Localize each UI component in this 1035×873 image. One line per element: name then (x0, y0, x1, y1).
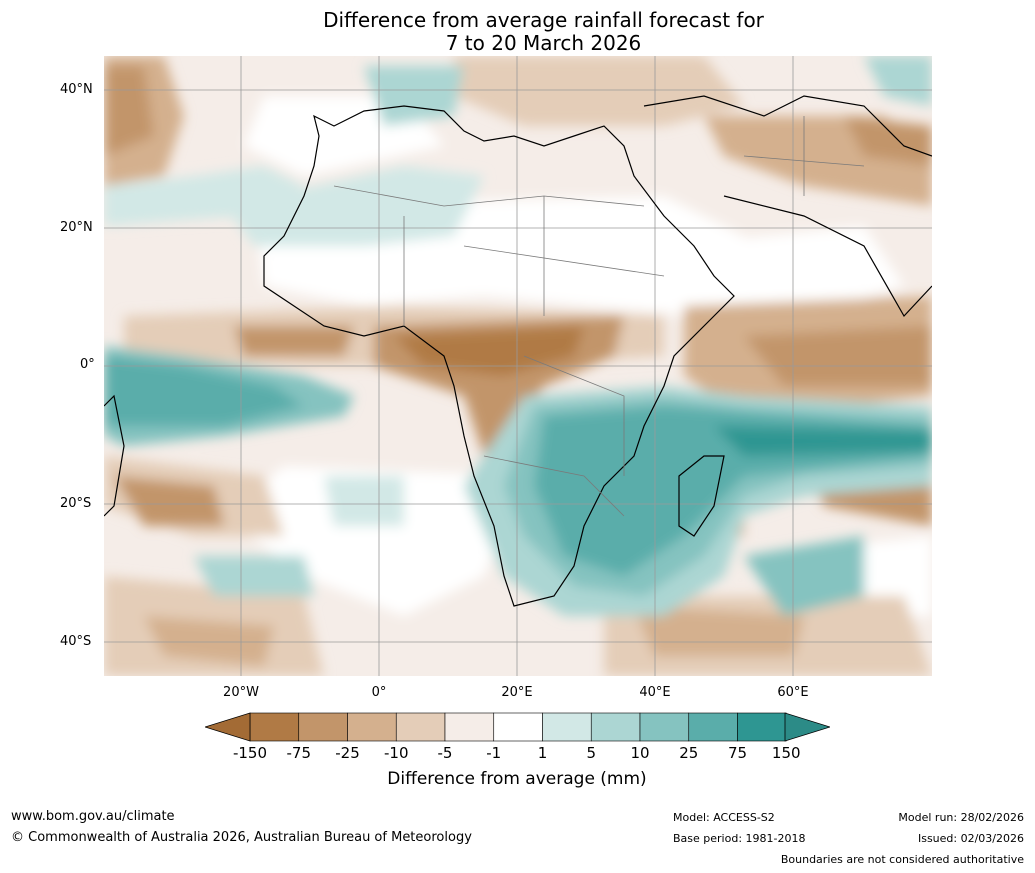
colorbar-left-arrow (205, 712, 251, 742)
colorbar-tick-label: -25 (335, 744, 360, 762)
colorbar-tick-label: 75 (727, 744, 748, 762)
lon-label-40e: 40°E (639, 685, 671, 700)
colorbar-tick-label: 5 (586, 744, 597, 762)
colorbar-segment (590, 712, 641, 742)
title-line-1: Difference from average rainfall forecas… (323, 8, 764, 32)
model-run: Model run: 28/02/2026 (898, 811, 1024, 824)
rainfall-map (104, 56, 932, 676)
colorbar-segment (395, 712, 446, 742)
colorbar-segment (688, 712, 738, 742)
colorbar-tick-label: 1 (537, 744, 548, 762)
colorbar (205, 712, 830, 742)
colorbar-segments (249, 712, 787, 742)
lat-label-20n: 20°N (60, 220, 93, 235)
colorbar-label: Difference from average (mm) (387, 769, 647, 789)
colorbar-right-arrow (784, 712, 830, 742)
lat-label-40n: 40°N (60, 82, 93, 97)
lat-label-equator: 0° (80, 357, 95, 372)
website-link[interactable]: www.bom.gov.au/climate (11, 809, 175, 824)
colorbar-tick-label: -5 (437, 744, 453, 762)
borders (333, 116, 865, 517)
base-period: Base period: 1981-2018 (673, 832, 806, 845)
colorbar-segment (444, 712, 495, 742)
lon-label-0: 0° (371, 685, 387, 700)
copyright-text: © Commonwealth of Australia 2026, Austra… (11, 830, 472, 845)
lon-label-20w: 20°W (223, 685, 259, 700)
lat-label-40s: 40°S (60, 634, 92, 649)
lon-label-60e: 60°E (777, 685, 809, 700)
model-name: Model: ACCESS-S2 (673, 811, 775, 824)
map-title: Difference from average rainfall forecas… (0, 9, 1035, 55)
colorbar-segment (639, 712, 690, 742)
colorbar-segment (347, 712, 397, 742)
colorbar-tick-label: -1 (486, 744, 502, 762)
colorbar-segment (298, 712, 348, 742)
colorbar-tick-label: 25 (679, 744, 699, 762)
coastlines (104, 95, 932, 607)
colorbar-segment (249, 712, 300, 742)
colorbar-tick-label: 150 (771, 744, 801, 762)
map-svg (104, 56, 932, 676)
colorbar-tick-label: -150 (232, 744, 268, 762)
graticule (104, 56, 932, 676)
lon-label-20e: 20°E (501, 685, 533, 700)
colorbar-tick-label: -10 (384, 744, 409, 762)
issued-date: Issued: 02/03/2026 (917, 832, 1024, 845)
boundary-disclaimer: Boundaries are not considered authoritat… (780, 853, 1024, 866)
lat-label-20s: 20°S (60, 496, 92, 511)
title-line-2: 7 to 20 March 2026 (445, 31, 642, 55)
colorbar-tick-label: 10 (630, 744, 650, 762)
colorbar-segment (737, 712, 787, 742)
colorbar-tick-label: -75 (286, 744, 312, 762)
colorbar-segment (542, 712, 592, 742)
colorbar-segment (493, 712, 543, 742)
